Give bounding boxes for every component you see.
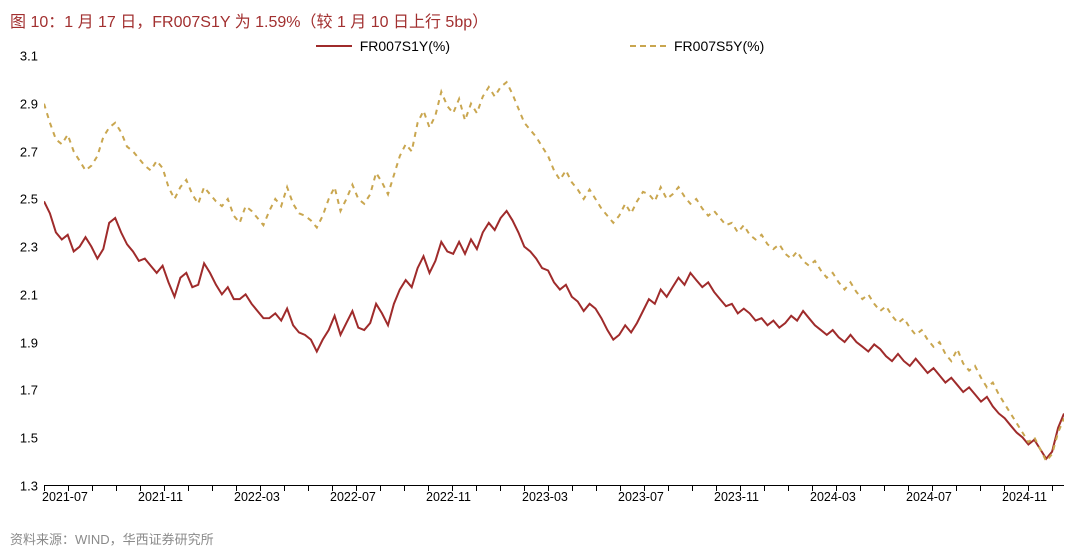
series-line-FR007S5Y bbox=[44, 82, 1064, 461]
chart-container: 图 10：1 月 17 日，FR007S1Y 为 1.59%（较 1 月 10 … bbox=[0, 0, 1080, 554]
x-tick-label: 2022-07 bbox=[330, 490, 376, 504]
legend-item-s5y: FR007S5Y(%) bbox=[630, 38, 764, 54]
series-line-FR007S1Y bbox=[44, 201, 1064, 458]
x-tick-label: 2023-03 bbox=[522, 490, 568, 504]
legend-label-s5y: FR007S5Y(%) bbox=[674, 38, 764, 54]
x-tick-mark bbox=[308, 485, 309, 491]
chart-area: 1.31.51.71.92.12.32.52.72.93.1 2021-0720… bbox=[10, 56, 1070, 506]
x-tick-mark bbox=[188, 485, 189, 491]
y-tick-label: 2.1 bbox=[20, 287, 38, 302]
x-tick-label: 2024-03 bbox=[810, 490, 856, 504]
y-tick-label: 1.5 bbox=[20, 431, 38, 446]
x-tick-mark bbox=[884, 485, 885, 491]
x-axis: 2021-07 2021-11 2022-03 2022-07 2022-11 2023-… bbox=[44, 486, 1064, 506]
x-tick-mark bbox=[404, 485, 405, 491]
x-tick-mark bbox=[500, 485, 501, 491]
legend-swatch-s1y bbox=[316, 45, 352, 47]
legend-label-s1y: FR007S1Y(%) bbox=[360, 38, 450, 54]
x-tick-label: 2024-07 bbox=[906, 490, 952, 504]
y-tick-label: 2.7 bbox=[20, 144, 38, 159]
legend-swatch-s5y bbox=[630, 45, 666, 47]
x-tick-mark bbox=[668, 485, 669, 491]
x-tick-mark bbox=[380, 485, 381, 491]
x-tick-label: 2021-11 bbox=[138, 490, 183, 504]
x-tick-mark bbox=[212, 485, 213, 491]
x-tick-mark bbox=[284, 485, 285, 491]
x-tick-mark bbox=[692, 485, 693, 491]
y-tick-label: 3.1 bbox=[20, 49, 38, 64]
x-tick-mark bbox=[764, 485, 765, 491]
x-tick-mark bbox=[572, 485, 573, 491]
plot-area bbox=[44, 56, 1064, 486]
x-tick-label: 2023-11 bbox=[714, 490, 759, 504]
x-tick-mark bbox=[788, 485, 789, 491]
x-tick-label: 2023-07 bbox=[618, 490, 664, 504]
x-tick-label: 2022-03 bbox=[234, 490, 280, 504]
chart-title: 图 10：1 月 17 日，FR007S1Y 为 1.59%（较 1 月 10 … bbox=[10, 8, 1070, 32]
y-tick-label: 2.3 bbox=[20, 240, 38, 255]
x-tick-mark bbox=[1052, 485, 1053, 491]
legend-item-s1y: FR007S1Y(%) bbox=[316, 38, 450, 54]
x-tick-mark bbox=[596, 485, 597, 491]
y-tick-label: 1.3 bbox=[20, 479, 38, 494]
x-tick-mark bbox=[476, 485, 477, 491]
x-tick-mark bbox=[92, 485, 93, 491]
source-note: 资料来源：WIND，华西证券研究所 bbox=[10, 529, 214, 548]
line-series-svg bbox=[44, 56, 1064, 485]
x-tick-label: 2021-07 bbox=[42, 490, 88, 504]
y-axis: 1.31.51.71.92.12.32.52.72.93.1 bbox=[10, 56, 44, 486]
y-tick-label: 1.9 bbox=[20, 335, 38, 350]
y-tick-label: 2.9 bbox=[20, 96, 38, 111]
x-tick-label: 2022-11 bbox=[426, 490, 471, 504]
x-tick-mark bbox=[956, 485, 957, 491]
x-tick-label: 2024-11 bbox=[1002, 490, 1047, 504]
y-tick-label: 1.7 bbox=[20, 383, 38, 398]
x-tick-mark bbox=[860, 485, 861, 491]
x-tick-mark bbox=[980, 485, 981, 491]
x-tick-mark bbox=[116, 485, 117, 491]
legend: FR007S1Y(%) FR007S5Y(%) bbox=[10, 38, 1070, 54]
y-tick-label: 2.5 bbox=[20, 192, 38, 207]
